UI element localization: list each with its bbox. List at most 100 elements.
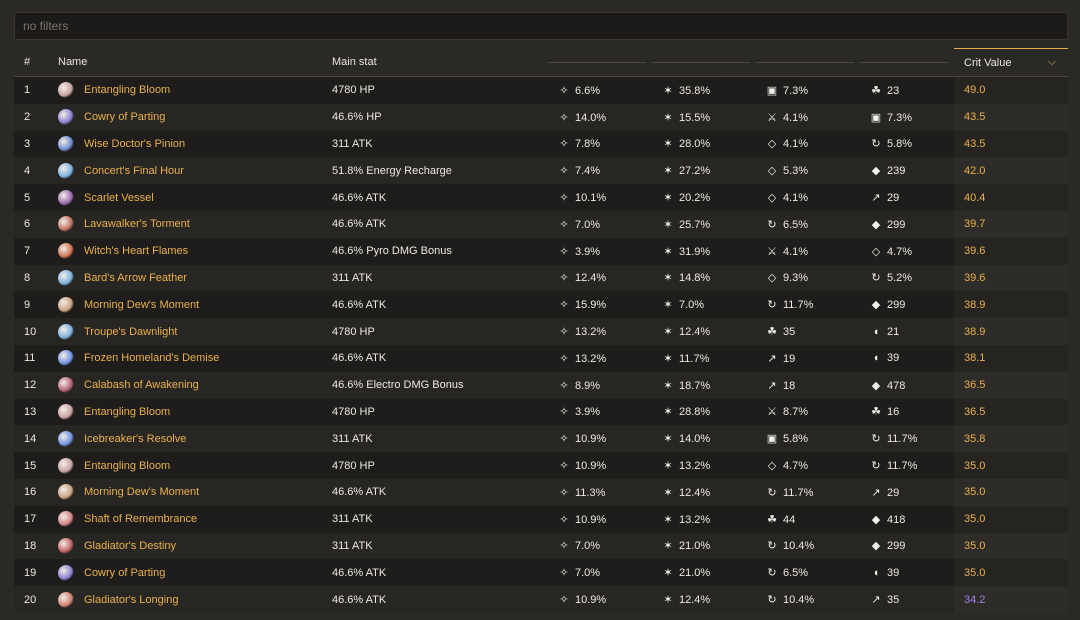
table-row[interactable]: 17 Shaft of Remembrance 311 ATK ✧ 10.9% ✶ 13.2…: [14, 505, 1068, 533]
header-index[interactable]: #: [14, 48, 48, 77]
table-row[interactable]: 16 Morning Dew's Moment 46.6% ATK ✧ 11.3% ✶ 12…: [14, 478, 1068, 506]
table-row[interactable]: 19 Cowry of Parting 46.6% ATK ✧ 7.0% ✶ 21.0% ↻ 6…: [14, 559, 1068, 587]
header-name[interactable]: Name: [48, 48, 322, 77]
artifact-icon: [58, 269, 74, 286]
substat-value: 6.5%: [783, 218, 809, 231]
artifact-name-link[interactable]: Icebreaker's Resolve: [84, 432, 187, 445]
table-row[interactable]: 4 Concert's Final Hour 51.8% Energy Rechar…: [14, 157, 1068, 185]
artifact-name-link[interactable]: Scarlet Vessel: [84, 191, 154, 204]
filter-input[interactable]: [15, 13, 1067, 39]
crit-rate-icon: ✧: [559, 111, 569, 124]
crit-dmg-icon: ✶: [663, 272, 673, 285]
crit-rate-icon: ✧: [559, 326, 569, 339]
table-row[interactable]: 8 Bard's Arrow Feather 311 ATK ✧ 12.4% ✶ 14.8%…: [14, 264, 1068, 292]
artifact-name-link[interactable]: Cowry of Parting: [84, 111, 166, 124]
artifact-name-link[interactable]: Gladiator's Destiny: [84, 539, 176, 552]
artifact-name-link[interactable]: Entangling Bloom: [84, 405, 171, 418]
artifact-table: # Name Main stat Crit Value ⌵ 1 Entanglin…: [14, 48, 1068, 613]
table-row[interactable]: 2 Cowry of Parting 46.6% HP ✧ 14.0% ✶ 15.5% ⚔ 4.…: [14, 103, 1068, 131]
table-row[interactable]: 3 Wise Doctor's Pinion 311 ATK ✧ 7.8% ✶ 28.0% ◇…: [14, 130, 1068, 158]
artifact-name-link[interactable]: Troupe's Dawnlight: [84, 325, 178, 338]
substat-value: 11.7%: [887, 433, 918, 446]
artifact-name-link[interactable]: Shaft of Remembrance: [84, 513, 198, 526]
substat-1: ✧ 8.9%: [548, 371, 652, 399]
sort-chevron-down-icon[interactable]: ⌵: [1047, 56, 1056, 68]
substat-3: ▣ 5.8%: [756, 425, 860, 453]
artifact-name-link[interactable]: Frozen Homeland's Demise: [84, 352, 220, 365]
table-row[interactable]: 12 Calabash of Awakening 46.6% Electro DMG…: [14, 371, 1068, 399]
filter-bar[interactable]: [14, 12, 1068, 40]
table-row[interactable]: 11 Frozen Homeland's Demise 46.6% ATK ✧ 13.2…: [14, 344, 1068, 372]
artifact-name-link[interactable]: Calabash of Awakening: [84, 379, 199, 392]
substat-value: 11.3%: [575, 486, 606, 499]
hp-icon: ◆: [871, 165, 881, 178]
crit-dmg-icon: ✶: [663, 433, 673, 446]
header-main-stat[interactable]: Main stat: [322, 48, 548, 77]
row-index: 17: [14, 505, 48, 533]
crit-rate-icon: ✧: [559, 540, 569, 553]
artifact-name-link[interactable]: Morning Dew's Moment: [84, 298, 200, 311]
substat-4: ↻ 11.7%: [860, 452, 954, 479]
elemental-mastery-icon: ☘: [871, 406, 881, 419]
main-stat: 46.6% HP: [322, 103, 548, 131]
substat-value: 21.0%: [679, 540, 711, 553]
table-row[interactable]: 5 Scarlet Vessel 46.6% ATK ✧ 10.1% ✶ 20.2% ◇ 4.1…: [14, 184, 1068, 211]
row-index: 3: [14, 130, 48, 158]
crit-dmg-icon: ✶: [663, 352, 673, 365]
artifact-name-link[interactable]: Morning Dew's Moment: [84, 486, 200, 499]
header-substat-2[interactable]: [652, 48, 756, 77]
substat-4: ◆ 478: [860, 371, 954, 399]
substat-value: 14.0%: [679, 433, 711, 446]
substat-4: ◆ 299: [860, 291, 954, 319]
header-divider: [548, 61, 646, 63]
header-substat-1[interactable]: [548, 48, 652, 77]
crit-dmg-icon: ✶: [663, 245, 673, 258]
artifact-name-link[interactable]: Concert's Final Hour: [84, 164, 184, 177]
crit-value: 38.9: [954, 291, 1068, 319]
substat-1: ✧ 3.9%: [548, 237, 652, 265]
table-row[interactable]: 15 Entangling Bloom 4780 HP ✧ 10.9% ✶ 13.2% ◇ 4.…: [14, 452, 1068, 479]
substat-1: ✧ 13.2%: [548, 318, 652, 345]
crit-dmg-icon: ✶: [663, 460, 673, 473]
table-row[interactable]: 20 Gladiator's Longing 46.6% ATK ✧ 10.9% ✶ 12.…: [14, 586, 1068, 613]
row-index: 2: [14, 103, 48, 131]
hp-percent-icon: ◇: [871, 245, 881, 258]
artifact-name-link[interactable]: Gladiator's Longing: [84, 593, 179, 606]
crit-rate-icon: ✧: [559, 433, 569, 446]
header-substat-3[interactable]: [756, 48, 860, 77]
substat-value: 7.3%: [783, 84, 809, 97]
table-row[interactable]: 13 Entangling Bloom 4780 HP ✧ 3.9% ✶ 28.8% ⚔ 8.7…: [14, 398, 1068, 426]
artifact-name-cell: Cowry of Parting: [48, 103, 322, 131]
substat-2: ✶ 7.0%: [652, 291, 756, 319]
substat-value: 11.7%: [783, 486, 814, 499]
substat-value: 10.9%: [575, 433, 607, 446]
main-stat: 311 ATK: [322, 264, 548, 292]
substat-4: ↗ 29: [860, 478, 954, 506]
substat-value: 10.4%: [783, 594, 815, 607]
energy-recharge-icon: ↻: [871, 272, 881, 285]
substat-value: 12.4%: [679, 326, 711, 339]
table-row[interactable]: 10 Troupe's Dawnlight 4780 HP ✧ 13.2% ✶ 12.4% ☘…: [14, 318, 1068, 345]
substat-1: ✧ 10.1%: [548, 184, 652, 211]
header-crit-value[interactable]: Crit Value ⌵: [954, 48, 1068, 77]
crit-value: 42.0: [954, 157, 1068, 185]
row-index: 10: [14, 318, 48, 345]
artifact-name-link[interactable]: Lavawalker's Torment: [84, 218, 190, 231]
table-row[interactable]: 6 Lavawalker's Torment 46.6% ATK ✧ 7.0% ✶ 25.7…: [14, 210, 1068, 238]
table-row[interactable]: 14 Icebreaker's Resolve 311 ATK ✧ 10.9% ✶ 14.0…: [14, 425, 1068, 453]
substat-2: ✶ 15.5%: [652, 103, 756, 131]
substat-value: 15.9%: [575, 299, 607, 312]
substat-2: ✶ 12.4%: [652, 478, 756, 506]
artifact-name-link[interactable]: Entangling Bloom: [84, 84, 171, 97]
table-row[interactable]: 1 Entangling Bloom 4780 HP ✧ 6.6% ✶ 35.8% ▣ 7.3%…: [14, 76, 1068, 104]
substat-2: ✶ 21.0%: [652, 532, 756, 560]
table-row[interactable]: 7 Witch's Heart Flames 46.6% Pyro DMG Bonu…: [14, 237, 1068, 265]
table-row[interactable]: 18 Gladiator's Destiny 311 ATK ✧ 7.0% ✶ 21.0% ↻…: [14, 532, 1068, 560]
artifact-name-link[interactable]: Bard's Arrow Feather: [84, 271, 187, 284]
header-substat-4[interactable]: [860, 48, 954, 77]
artifact-name-link[interactable]: Wise Doctor's Pinion: [84, 137, 186, 150]
table-row[interactable]: 9 Morning Dew's Moment 46.6% ATK ✧ 15.9% ✶ 7.0…: [14, 291, 1068, 319]
artifact-name-link[interactable]: Witch's Heart Flames: [84, 245, 189, 258]
artifact-name-link[interactable]: Cowry of Parting: [84, 566, 166, 579]
artifact-name-link[interactable]: Entangling Bloom: [84, 459, 171, 472]
